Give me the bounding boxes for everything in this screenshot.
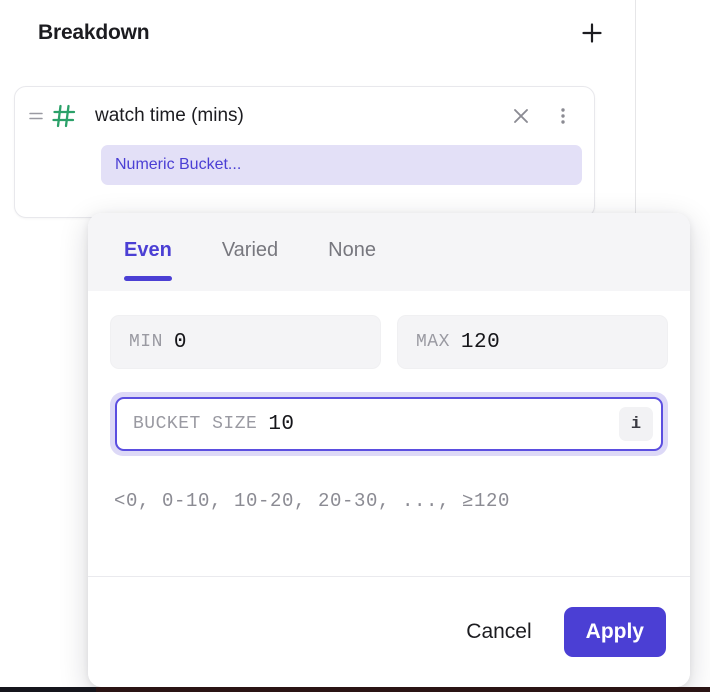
tab-varied[interactable]: Varied [208, 235, 292, 291]
numeric-bucket-chip[interactable]: Numeric Bucket... [101, 145, 582, 185]
min-input-label: MIN [129, 332, 163, 352]
tab-varied-label: Varied [221, 239, 279, 261]
apply-button[interactable]: Apply [563, 607, 666, 657]
popover-body: MIN 0 MAX 120 BUCKET SIZE 10 i <0, 0-10,… [88, 291, 690, 576]
add-breakdown-button[interactable] [575, 16, 609, 50]
cancel-button[interactable]: Cancel [454, 610, 543, 654]
page-title: Breakdown [38, 21, 150, 44]
info-icon-label: i [630, 414, 642, 434]
bucket-size-input[interactable]: BUCKET SIZE 10 i [115, 397, 663, 451]
bucket-preview-text: <0, 0-10, 10-20, 20-30, ..., ≥120 [114, 490, 511, 512]
popover-footer: Cancel Apply [88, 576, 690, 687]
breakdown-card-row: watch time (mins) [15, 87, 594, 145]
plus-icon [580, 21, 604, 45]
tab-none-label: None [328, 239, 376, 261]
numeric-bucket-popover: Even Varied None MIN 0 MAX 120 [88, 213, 690, 687]
max-input-label: MAX [416, 332, 450, 352]
kebab-menu-icon[interactable] [548, 101, 578, 131]
min-input-value: 0 [173, 330, 188, 354]
tab-none[interactable]: None [314, 235, 390, 291]
breakdown-header: Breakdown [0, 0, 635, 66]
bottom-strip-warm [96, 687, 710, 692]
numeric-bucket-chip-label: Numeric Bucket... [115, 156, 242, 173]
tab-even-label: Even [124, 239, 172, 261]
close-icon[interactable] [506, 101, 536, 131]
bucket-size-input-label: BUCKET SIZE [133, 414, 258, 434]
max-input[interactable]: MAX 120 [397, 315, 668, 369]
bucket-mode-tabs: Even Varied None [88, 213, 690, 291]
tab-even[interactable]: Even [110, 235, 186, 291]
bucket-size-focus-ring: BUCKET SIZE 10 i [110, 392, 668, 456]
drag-handle-icon[interactable] [27, 105, 45, 127]
max-input-value: 120 [460, 330, 501, 354]
bottom-strip [0, 687, 710, 692]
hash-icon [49, 103, 79, 129]
breakdown-chip-row: Numeric Bucket... [15, 145, 594, 185]
breakdown-card: watch time (mins) Numeric Bucket... [14, 86, 595, 218]
min-input[interactable]: MIN 0 [110, 315, 381, 369]
min-max-row: MIN 0 MAX 120 [110, 315, 668, 369]
bucket-size-input-value: 10 [268, 412, 295, 436]
breakdown-field-name: watch time (mins) [95, 105, 244, 126]
info-icon[interactable]: i [619, 407, 653, 441]
